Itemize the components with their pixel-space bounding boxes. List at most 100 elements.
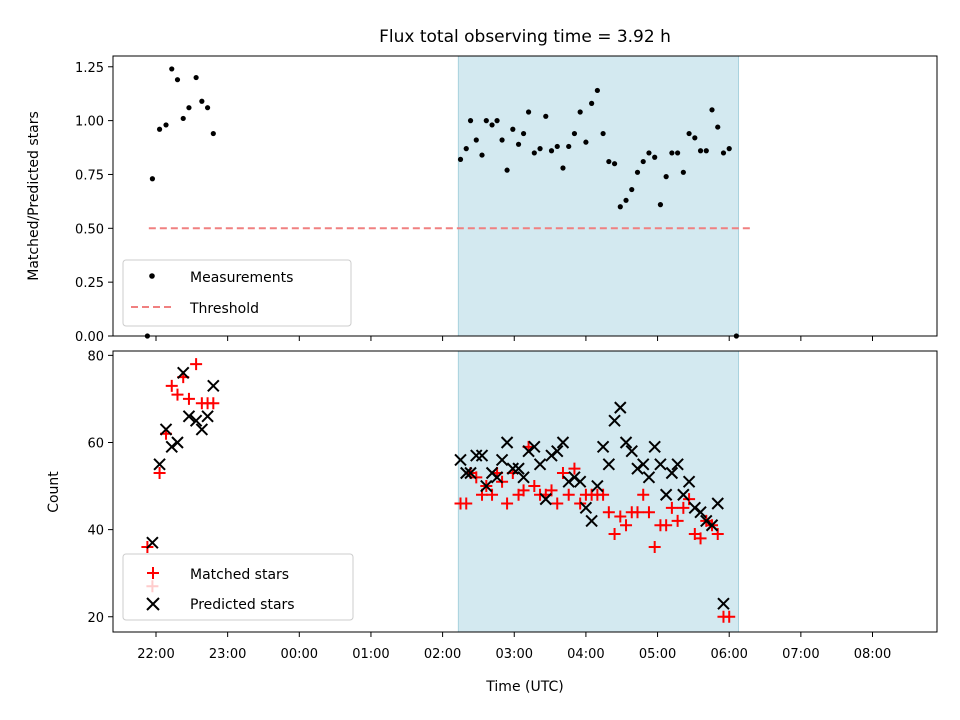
matched-point-49 [660,519,673,532]
bottom-xtick-label-1: 23:00 [209,647,246,662]
legend-predicted-marker [146,597,160,611]
measurement-point-23 [515,141,522,147]
measurement-point-55 [697,148,704,154]
top-ytick-label-5: 1.25 [75,61,104,76]
measurement-point-50 [669,150,675,156]
top-ytick-label-1: 0.25 [75,276,104,291]
bottom-axes-frame [112,350,938,633]
predicted-point-11 [454,453,467,467]
bottom-ytick-label-1: 40 [87,524,104,539]
measurement-point-49 [663,174,669,180]
measurement-point-28 [543,113,549,119]
matched-point-47 [648,541,661,554]
predicted-point-46 [648,440,661,454]
predicted-point-18 [490,471,504,484]
predicted-point-25 [528,440,541,454]
predicted-point-1 [153,458,166,471]
predicted-point-45 [642,471,656,484]
measurement-point-25 [525,109,532,115]
predicted-point-41 [619,436,633,449]
bottom-xtick-label-9: 07:00 [782,647,819,662]
bottom-xtick-label-0: 22:00 [137,647,174,662]
measurement-point-51 [675,150,681,156]
measurement-point-36 [589,100,595,106]
measurement-point-41 [617,204,623,210]
matched-point-50 [665,501,678,514]
measurement-point-19 [494,118,500,124]
top-panel: 0.00 0.25 0.50 0.75 1.00 1.25 Matched/Predict… [26,55,938,345]
measurement-point-40 [611,161,618,167]
matched-point-21 [501,497,514,510]
bottom-xtick-label-10: 08:00 [854,647,891,662]
measurement-point-44 [634,169,641,175]
measurement-point-2 [156,126,163,132]
predicted-point-47 [654,458,667,471]
measurement-point-5 [174,77,181,83]
bottom-legend-box [122,553,354,621]
measurement-point-9 [199,98,205,104]
predicted-point-20 [500,436,514,449]
predicted-point-29 [551,444,564,458]
predicted-point-30 [556,436,570,449]
bottom-ylabel: Count [46,471,62,513]
measurement-point-59 [720,150,727,156]
measurement-point-47 [652,154,658,160]
measurement-point-7 [186,105,192,111]
predicted-point-57 [711,497,724,510]
measurement-point-39 [606,158,612,165]
predicted-point-21 [506,462,520,475]
measurement-point-18 [489,122,495,128]
measurement-point-30 [554,143,560,150]
predicted-point-38 [602,458,616,471]
matched-point-7 [182,392,195,405]
top-axes-frame [112,55,938,337]
matched-point-60 [723,610,736,623]
predicted-point-15 [475,449,489,462]
measurement-point-52 [680,169,686,175]
predicted-point-49 [665,466,679,480]
measurement-point-1 [149,176,156,182]
bottom-legend: Matched stars Predicted stars [122,553,354,621]
matched-point-51 [671,514,684,527]
bottom-xtick-label-6: 04:00 [567,647,604,662]
predicted-point-56 [705,519,719,532]
bottom-ytick-label-2: 60 [87,436,104,451]
measurement-point-42 [623,197,629,203]
legend-matched-marker [147,567,159,579]
matched-point-4 [165,379,178,392]
bottom-ytick-label-0: 20 [87,611,104,626]
predicted-point-8 [195,423,209,436]
matched-point-2 [153,466,166,479]
bottom-y-ticks: 20 40 60 80 [87,349,113,626]
measurement-point-32 [566,143,572,150]
bottom-xtick-label-4: 02:00 [424,647,461,662]
bottom-xtick-label-7: 05:00 [639,647,676,662]
predicted-point-48 [659,488,673,501]
matched-point-45 [637,488,650,501]
top-ytick-label-4: 1.00 [75,115,104,130]
matched-point-30 [551,497,564,510]
measurement-point-6 [180,115,186,122]
top-ytick-label-0: 0.00 [75,330,104,345]
measurement-point-38 [600,130,606,137]
matched-point-5 [171,388,184,401]
predicted-point-2 [159,423,173,436]
measurement-point-43 [629,186,635,193]
predicted-point-58 [717,597,730,610]
measurement-point-13 [463,146,469,152]
predicted-point-50 [671,458,684,471]
measurement-point-4 [169,66,175,72]
predicted-point-23 [517,471,530,484]
measurement-point-53 [686,130,692,137]
bottom-ytick-label-3: 80 [87,349,104,364]
bottom-xtick-label-3: 01:00 [352,647,389,662]
measurement-point-48 [657,202,664,208]
bottom-xtick-label-2: 00:00 [281,647,318,662]
predicted-point-19 [495,453,509,467]
matched-point-55 [694,532,707,545]
measurement-point-8 [193,74,199,81]
legend-predicted-label: Predicted stars [190,597,295,613]
predicted-point-51 [677,488,690,501]
